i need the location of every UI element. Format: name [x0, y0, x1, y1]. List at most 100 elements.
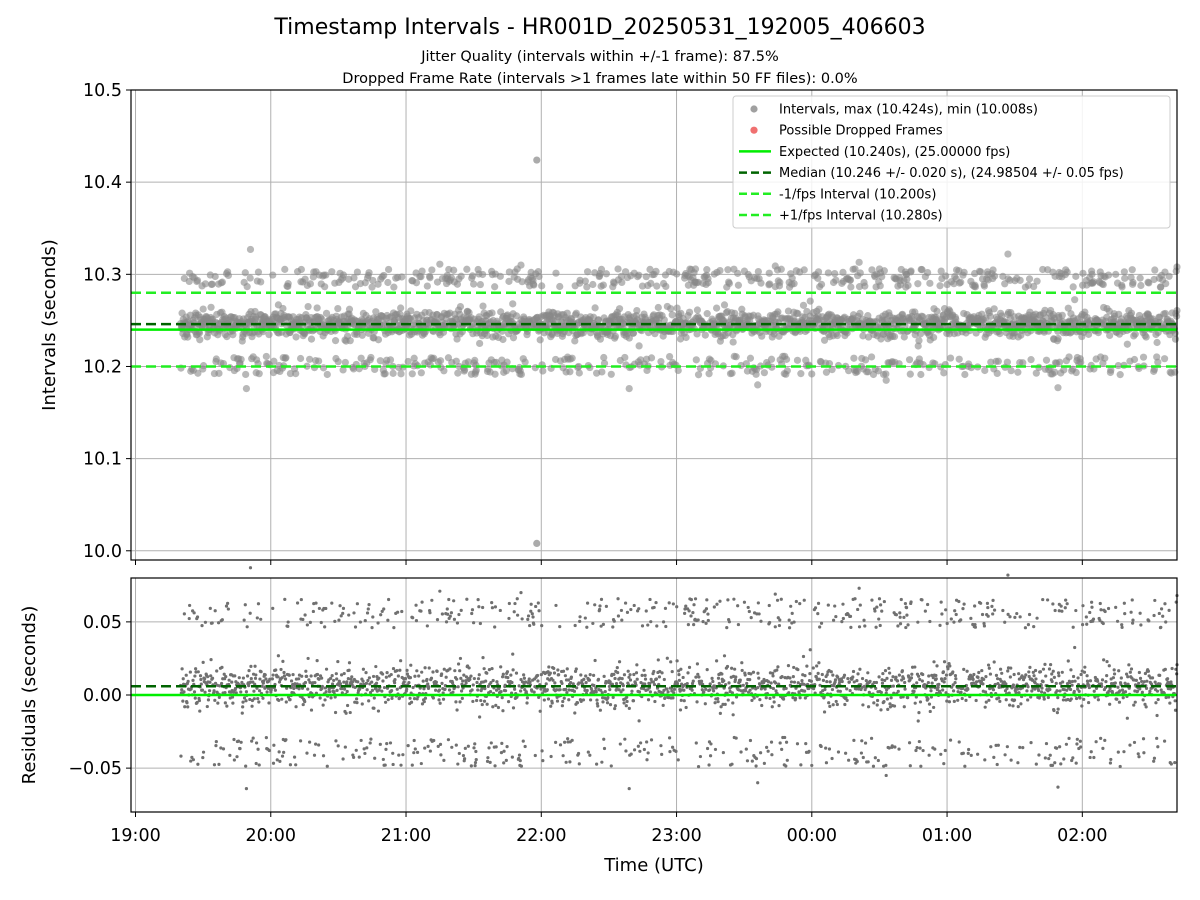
- residual-point: [817, 661, 821, 665]
- xtick-label: 02:00: [1057, 826, 1107, 846]
- residual-point: [616, 597, 620, 601]
- residual-point: [784, 764, 788, 768]
- residual-point: [471, 683, 475, 687]
- residual-point: [284, 700, 288, 704]
- residual-point: [927, 674, 931, 678]
- residual-point: [920, 598, 924, 602]
- residual-point: [896, 624, 900, 628]
- residual-point: [1026, 685, 1030, 689]
- residual-point: [906, 623, 910, 627]
- residual-point: [954, 612, 958, 617]
- residual-point: [473, 742, 477, 746]
- residual-point: [344, 711, 348, 715]
- interval-point: [728, 369, 736, 377]
- residual-point: [834, 614, 838, 619]
- residual-point: [691, 679, 695, 683]
- residual-point: [513, 601, 517, 606]
- interval-point: [994, 357, 1002, 365]
- residual-point: [361, 667, 366, 671]
- residual-point: [443, 687, 447, 691]
- residual-point: [859, 751, 864, 755]
- residual-point: [579, 673, 583, 677]
- interval-point: [746, 354, 755, 362]
- interval-point: [279, 304, 287, 313]
- residual-point: [796, 667, 800, 672]
- residual-point: [904, 625, 908, 630]
- residual-point: [759, 751, 763, 755]
- residual-point: [537, 609, 541, 613]
- interval-point: [919, 313, 927, 321]
- residual-point: [440, 612, 444, 616]
- residual-point: [257, 763, 261, 767]
- residual-point: [792, 680, 797, 684]
- interval-point: [440, 367, 448, 375]
- residual-point: [819, 744, 823, 749]
- residual-point: [458, 700, 462, 704]
- residual-point: [971, 677, 975, 681]
- residual-point: [901, 676, 906, 681]
- residual-point: [629, 752, 633, 756]
- residual-point: [634, 671, 639, 675]
- residual-point: [490, 601, 494, 605]
- residual-point: [420, 600, 424, 604]
- interval-point: [916, 330, 925, 338]
- residual-point: [874, 625, 878, 629]
- residual-point: [457, 612, 461, 617]
- residual-point: [355, 701, 359, 705]
- residual-point: [552, 666, 556, 670]
- interval-point: [1056, 358, 1064, 366]
- residual-point: [347, 613, 351, 617]
- residual-point: [456, 762, 460, 766]
- residual-point: [320, 676, 324, 680]
- residual-point: [653, 699, 657, 704]
- interval-point: [1118, 283, 1126, 291]
- residual-point: [704, 687, 708, 691]
- residual-point: [1006, 669, 1010, 673]
- residual-point: [295, 601, 300, 605]
- interval-point: [257, 278, 265, 286]
- interval-point: [867, 353, 876, 361]
- residual-point: [969, 753, 973, 757]
- residual-point: [848, 688, 852, 693]
- residual-point: [1005, 745, 1009, 749]
- interval-point: [732, 353, 740, 361]
- interval-point: [1101, 354, 1109, 362]
- residual-point: [926, 602, 930, 607]
- interval-point: [426, 274, 434, 282]
- residual-point: [329, 676, 333, 680]
- residual-point: [334, 739, 338, 743]
- interval-point: [575, 369, 583, 377]
- residual-point: [612, 672, 616, 677]
- residual-point: [507, 601, 511, 606]
- residual-point: [201, 755, 205, 760]
- residual-point: [297, 677, 301, 681]
- residual-point: [725, 625, 729, 630]
- interval-point: [647, 354, 656, 362]
- residual-point: [426, 682, 430, 686]
- residual-point: [226, 607, 230, 611]
- interval-point: [676, 335, 685, 343]
- residual-point: [385, 741, 389, 746]
- residual-point: [986, 605, 990, 610]
- residual-point: [432, 738, 436, 743]
- interval-point: [1116, 371, 1124, 379]
- interval-point: [831, 269, 839, 278]
- residual-point: [759, 619, 763, 623]
- residual-point: [683, 611, 687, 615]
- residual-point: [834, 699, 838, 704]
- residual-point: [801, 654, 806, 659]
- residual-point: [593, 603, 597, 607]
- interval-point: [323, 370, 331, 379]
- residual-point: [766, 749, 770, 753]
- residual-point: [845, 698, 849, 703]
- residual-point: [491, 678, 495, 683]
- interval-point: [668, 311, 676, 319]
- residual-point: [180, 688, 184, 692]
- residual-point: [996, 743, 1000, 747]
- residual-point: [595, 698, 599, 702]
- interval-point: [653, 282, 661, 290]
- residual-point: [783, 735, 787, 740]
- interval-point: [776, 278, 784, 286]
- top-ytick-label: 10.1: [83, 450, 122, 470]
- residual-point: [249, 664, 253, 668]
